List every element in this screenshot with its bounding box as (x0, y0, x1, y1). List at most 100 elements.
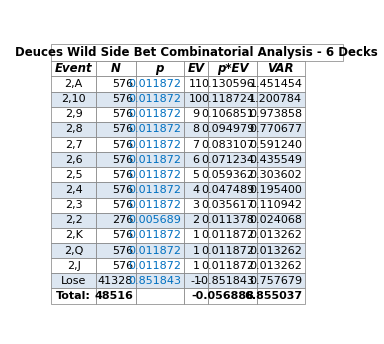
Text: 0.770677: 0.770677 (249, 125, 302, 135)
Text: 0.011872: 0.011872 (201, 230, 254, 240)
Text: 576: 576 (112, 230, 133, 240)
Text: 7: 7 (192, 140, 200, 150)
Text: 0.195400: 0.195400 (250, 185, 302, 195)
Bar (184, 76, 209, 92)
Bar (184, 273, 209, 288)
Bar (136, 61, 184, 76)
Text: 0.011872: 0.011872 (128, 79, 181, 89)
Text: p*EV: p*EV (217, 62, 248, 75)
Bar (136, 76, 184, 92)
Bar (184, 122, 209, 137)
Bar (184, 61, 209, 76)
Bar (257, 197, 305, 213)
Text: -0.056888: -0.056888 (191, 291, 254, 301)
Text: 2,J: 2,J (67, 261, 81, 271)
Text: 1.451454: 1.451454 (249, 79, 302, 89)
Text: 576: 576 (112, 125, 133, 135)
Bar (184, 92, 209, 107)
Text: 2,Q: 2,Q (64, 246, 83, 256)
Bar (51, 182, 96, 197)
Bar (96, 61, 136, 76)
Text: 0.011872: 0.011872 (128, 155, 181, 165)
Bar (51, 76, 96, 92)
Bar (257, 258, 305, 273)
Text: 48516: 48516 (94, 291, 133, 301)
Bar (136, 182, 184, 197)
Bar (51, 152, 96, 167)
Text: 0.035617: 0.035617 (202, 200, 254, 210)
Text: 0.011378: 0.011378 (201, 215, 254, 225)
Bar (257, 107, 305, 122)
Bar (136, 273, 184, 288)
Text: Deuces Wild Side Bet Combinatorial Analysis - 6 Decks: Deuces Wild Side Bet Combinatorial Analy… (15, 46, 378, 59)
Text: 0.071234: 0.071234 (201, 155, 254, 165)
Bar (136, 288, 184, 303)
Text: 576: 576 (112, 185, 133, 195)
Text: 576: 576 (112, 155, 133, 165)
Text: 0.047489: 0.047489 (201, 185, 254, 195)
Bar (184, 182, 209, 197)
Text: 6.855037: 6.855037 (244, 291, 302, 301)
Text: 0.130596: 0.130596 (202, 79, 254, 89)
Text: 6: 6 (192, 155, 200, 165)
Text: 0.011872: 0.011872 (128, 125, 181, 135)
Text: 3: 3 (192, 200, 200, 210)
Bar (184, 228, 209, 243)
Bar (96, 228, 136, 243)
Text: 576: 576 (112, 140, 133, 150)
Bar (184, 213, 209, 228)
Bar (184, 167, 209, 182)
Bar (209, 243, 257, 258)
Bar (209, 76, 257, 92)
Text: 2,4: 2,4 (65, 185, 83, 195)
Text: 576: 576 (112, 109, 133, 119)
Text: 2,K: 2,K (65, 230, 83, 240)
Bar (96, 76, 136, 92)
Text: 0.011872: 0.011872 (128, 140, 181, 150)
Text: 0.011872: 0.011872 (128, 261, 181, 271)
Text: 576: 576 (112, 261, 133, 271)
Bar (96, 122, 136, 137)
Bar (51, 92, 96, 107)
Bar (184, 107, 209, 122)
Bar (51, 213, 96, 228)
Bar (96, 92, 136, 107)
Bar (51, 243, 96, 258)
Bar (257, 152, 305, 167)
Text: 1: 1 (192, 261, 200, 271)
Bar (209, 288, 257, 303)
Bar (136, 228, 184, 243)
Bar (257, 213, 305, 228)
Text: 0.013262: 0.013262 (250, 261, 302, 271)
Text: 1: 1 (192, 230, 200, 240)
Bar (257, 137, 305, 152)
Text: EV: EV (187, 62, 205, 75)
Bar (96, 288, 136, 303)
Text: VAR: VAR (267, 62, 294, 75)
Bar (136, 243, 184, 258)
Bar (96, 273, 136, 288)
Text: 1: 1 (192, 246, 200, 256)
Bar (51, 61, 96, 76)
Bar (136, 152, 184, 167)
Bar (257, 182, 305, 197)
Text: 0.011872: 0.011872 (128, 246, 181, 256)
Bar (184, 137, 209, 152)
Bar (209, 92, 257, 107)
Bar (209, 167, 257, 182)
Text: 0.011872: 0.011872 (128, 109, 181, 119)
Bar (51, 258, 96, 273)
Text: 276: 276 (112, 215, 133, 225)
Bar (257, 288, 305, 303)
Text: 0.083107: 0.083107 (201, 140, 254, 150)
Bar (96, 137, 136, 152)
Text: 41328: 41328 (98, 276, 133, 286)
Text: 8: 8 (192, 125, 200, 135)
Text: 0.110942: 0.110942 (249, 200, 302, 210)
Text: 0.973858: 0.973858 (249, 109, 302, 119)
Bar (184, 243, 209, 258)
Bar (257, 92, 305, 107)
Bar (136, 137, 184, 152)
Bar (96, 258, 136, 273)
Text: Total:: Total: (56, 291, 91, 301)
